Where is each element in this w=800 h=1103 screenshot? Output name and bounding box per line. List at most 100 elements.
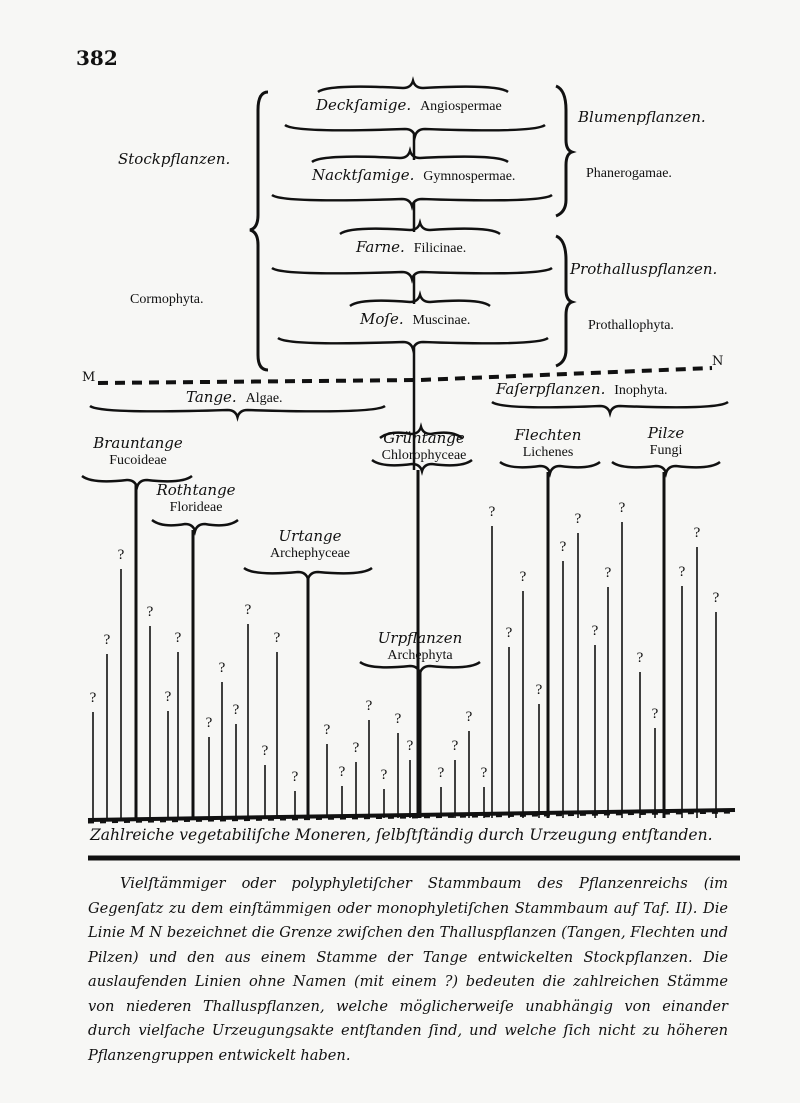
- question-mark: ?: [232, 702, 240, 718]
- german-name: Nacktſamige.: [312, 166, 415, 184]
- question-mark: ?: [394, 711, 402, 727]
- question-mark: ?: [488, 504, 496, 520]
- german-name: Grüntange: [383, 429, 465, 447]
- latin-name: Angiospermae: [420, 99, 502, 114]
- label-cormophyta: Cormophyta.: [130, 292, 204, 307]
- question-mark: ?: [465, 709, 473, 725]
- question-mark: ?: [117, 547, 125, 563]
- right-brace-prothallophyta: [555, 234, 577, 368]
- question-mark: ?: [591, 623, 599, 639]
- german-name: Faſerpflanzen.: [496, 380, 606, 398]
- latin-name: Florideae: [169, 500, 223, 515]
- question-mark: ?: [618, 500, 626, 516]
- question-mark: ?: [505, 625, 513, 641]
- latin-name: Chlorophyceae: [381, 448, 467, 463]
- question-mark: ?: [146, 604, 154, 620]
- label-stockpflanzen: Stockpflanzen.: [118, 150, 231, 168]
- group-filicinae: Farne. Filicinae.: [356, 238, 466, 257]
- latin-name: Fucoideae: [109, 453, 167, 468]
- question-mark: ?: [89, 690, 97, 706]
- german-name: Deckſamige.: [316, 96, 412, 114]
- page-number: 382: [76, 46, 118, 70]
- question-mark: ?: [480, 765, 488, 781]
- latin-name: Archephyceae: [269, 546, 351, 561]
- algae-brace: [89, 404, 386, 422]
- right-brace-phanerogamae: [555, 84, 577, 218]
- branch-lichenes: Flechten Lichenes: [515, 427, 582, 461]
- branch-brace: [371, 458, 473, 476]
- question-mark: ?: [174, 630, 182, 646]
- latin-name: Archephyta: [387, 648, 453, 663]
- group-top-brace: [339, 218, 501, 236]
- group-gymnospermae: Nacktſamige. Gymnospermae.: [312, 166, 515, 185]
- question-mark: ?: [604, 565, 612, 581]
- question-mark: ?: [338, 764, 346, 780]
- german-name: Urpflanzen: [377, 629, 463, 647]
- label-prothalluspflanzen: Prothalluspflanzen.: [570, 260, 718, 278]
- latin-name: Inophyta.: [614, 383, 668, 398]
- question-mark: ?: [559, 539, 567, 555]
- base-line: [87, 808, 736, 822]
- group-brace: [271, 193, 553, 211]
- question-mark: ?: [451, 738, 459, 754]
- question-mark: ?: [380, 767, 388, 783]
- german-name: Brauntange: [93, 434, 183, 452]
- latin-name: Gymnospermae.: [423, 169, 516, 184]
- question-mark: ?: [291, 769, 299, 785]
- german-name: Urtange: [278, 527, 342, 545]
- latin-name: Filicinae.: [413, 241, 467, 256]
- branch-brace: [151, 518, 239, 536]
- group-algae: Tange. Algae.: [186, 388, 283, 407]
- question-mark: ?: [693, 525, 701, 541]
- group-top-brace: [311, 146, 509, 164]
- question-mark: ?: [218, 660, 226, 676]
- german-name: Flechten: [514, 426, 582, 444]
- figure-caption: Vielſtämmiger oder polyphyletiſcher Stam…: [88, 875, 728, 1064]
- group-top-brace: [317, 76, 509, 94]
- branch-archephyta: Urpflanzen Archephyta: [378, 630, 462, 664]
- german-name: Rothtange: [156, 481, 236, 499]
- branch-archephyceae: Urtange Archephyceae: [270, 528, 350, 562]
- question-mark: ?: [164, 689, 172, 705]
- branch-florideae: Rothtange Florideae: [156, 482, 235, 516]
- group-inophyta: Faſerpflanzen. Inophyta.: [496, 380, 668, 399]
- label-m: M: [82, 370, 96, 385]
- question-mark: ?: [535, 682, 543, 698]
- question-mark: ?: [406, 738, 414, 754]
- question-mark: ?: [519, 569, 527, 585]
- question-mark: ?: [636, 650, 644, 666]
- branch-fucoideae: Brauntange Fucoideae: [93, 435, 183, 469]
- group-brace: [271, 266, 553, 284]
- label-blumenpflanzen: Blumenpflanzen.: [578, 108, 706, 126]
- group-top-brace: [349, 290, 491, 308]
- base-label: Zahlreiche vegetabiliſche Moneren, ſelbſ…: [90, 826, 713, 844]
- question-mark: ?: [323, 722, 331, 738]
- left-brace: [249, 90, 269, 372]
- inophyta-brace: [491, 400, 729, 418]
- label-phanerogamae: Phanerogamae.: [586, 166, 672, 181]
- question-mark: ?: [437, 765, 445, 781]
- group-angiospermae: Deckſamige. Angiospermae: [316, 96, 502, 115]
- boundary-line-mn: [97, 366, 713, 385]
- branch-chlorophyceae: Grüntange Chlorophyceae: [382, 430, 467, 464]
- question-mark: ?: [244, 602, 252, 618]
- latin-name: Algae.: [245, 391, 283, 406]
- german-name: Pilze: [647, 424, 685, 442]
- question-mark: ?: [352, 740, 360, 756]
- question-mark: ?: [273, 630, 281, 646]
- latin-name: Muscinae.: [412, 313, 471, 328]
- group-muscinae: Moſe. Muscinae.: [360, 310, 470, 329]
- label-prothallophyta: Prothallophyta.: [588, 318, 674, 333]
- german-name: Moſe.: [360, 310, 404, 328]
- branch-fungi: Pilze Fungi: [648, 425, 684, 459]
- question-mark: ?: [205, 715, 213, 731]
- label-n: N: [712, 354, 724, 369]
- question-mark: ?: [651, 706, 659, 722]
- german-name: Tange.: [186, 388, 237, 406]
- latin-name: Lichenes: [522, 445, 574, 460]
- question-mark: ?: [574, 511, 582, 527]
- branch-top-brace: [379, 422, 463, 440]
- question-mark: ?: [103, 632, 111, 648]
